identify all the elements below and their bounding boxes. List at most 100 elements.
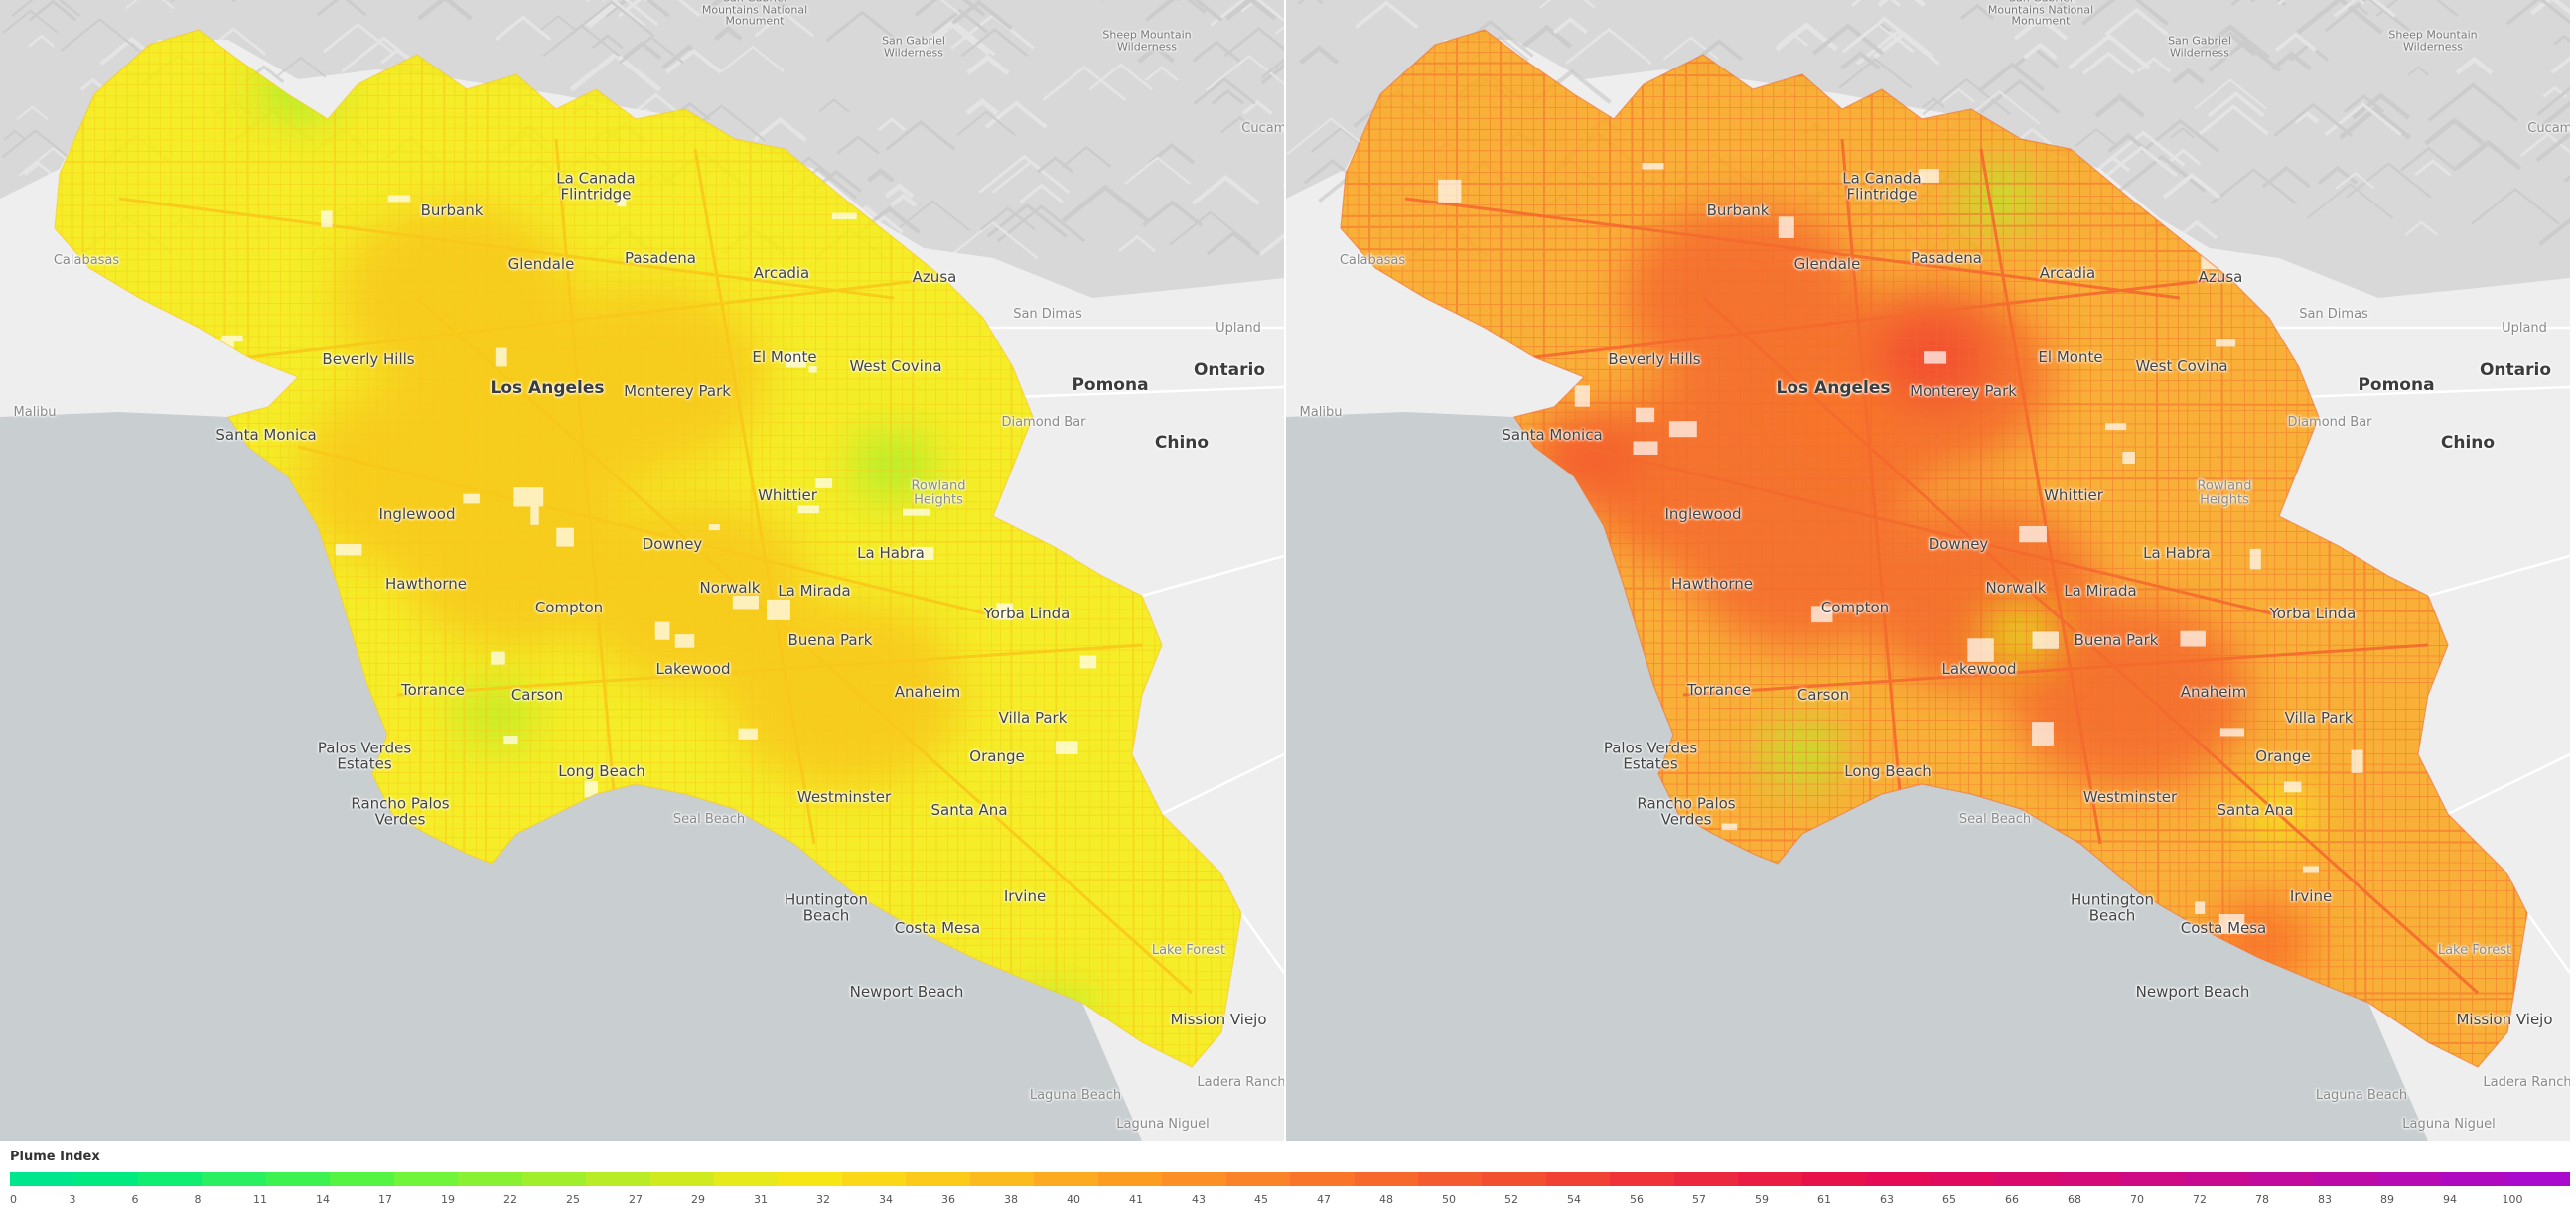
legend-tick-label: 94 <box>2443 1193 2457 1206</box>
place-label: El Monte <box>2038 348 2103 367</box>
place-label: La Mirada <box>2064 582 2137 601</box>
legend-tick-label: 22 <box>503 1193 517 1206</box>
place-label: San Gabriel Wilderness <box>2168 34 2231 59</box>
place-label: Buena Park <box>2074 631 2159 650</box>
legend-tick-label: 41 <box>1129 1193 1143 1206</box>
place-label: Norwalk <box>1985 579 2047 598</box>
place-label: Huntington Beach <box>2071 890 2154 924</box>
region-outline <box>1340 29 2528 1068</box>
legend-swatch <box>393 1172 459 1186</box>
legend-tick-label: 59 <box>1755 1193 1769 1206</box>
legend-tick-label: 14 <box>316 1193 330 1206</box>
legend-tick-label: 65 <box>1942 1193 1956 1206</box>
place-label: San Dimas <box>2299 307 2368 323</box>
coolspot-carson-area <box>457 683 536 746</box>
region-outline <box>54 29 1242 1068</box>
legend-tick-label: 50 <box>1442 1193 1456 1206</box>
place-label: Laguna Beach <box>1029 1088 1122 1104</box>
legend-tick-label: 57 <box>1692 1193 1706 1206</box>
place-label: Calabasas <box>53 253 120 269</box>
place-label: Carson <box>510 686 564 705</box>
legend-tick-label: 31 <box>754 1193 768 1206</box>
legend-swatch <box>778 1172 842 1186</box>
legend-swatch <box>586 1172 650 1186</box>
place-label: Villa Park <box>2284 709 2354 728</box>
place-label: Carson <box>1796 686 1850 705</box>
place-label: Ontario <box>1193 360 1266 381</box>
legend-tick-label: 48 <box>1379 1193 1393 1206</box>
legend-swatch <box>1354 1172 1418 1186</box>
legend-swatch <box>841 1172 907 1186</box>
legend-swatch <box>2121 1172 2187 1186</box>
place-label: Long Beach <box>558 762 645 781</box>
legend-swatch <box>1417 1172 1483 1186</box>
place-label: Los Angeles <box>1776 378 1891 399</box>
legend-title: Plume Index <box>10 1150 100 1164</box>
place-label: Santa Ana <box>2217 801 2294 820</box>
place-label: Chino <box>2440 433 2496 454</box>
legend-color-bar <box>10 1172 2571 1186</box>
place-label: Upland <box>2502 321 2547 337</box>
legend-tick-label: 56 <box>1630 1193 1644 1206</box>
place-label: Lake Forest <box>1151 943 1226 959</box>
place-label: Arcadia <box>753 264 810 283</box>
legend-swatch <box>649 1172 714 1186</box>
legend-swatch <box>202 1172 266 1186</box>
legend-tick-label: 43 <box>1192 1193 1206 1206</box>
place-label: Glendale <box>1793 255 1861 274</box>
place-label: Malibu <box>13 405 57 421</box>
legend-tick-label: 38 <box>1004 1193 1018 1206</box>
place-label: Chino <box>1154 433 1210 454</box>
place-label: Santa Monica <box>1502 426 1603 445</box>
place-label: Pasadena <box>1910 249 1983 268</box>
place-label: Downey <box>642 535 703 554</box>
legend-tick-label: 0 <box>10 1193 17 1206</box>
place-label: Monterey Park <box>624 382 731 401</box>
plume-index-legend: Plume Index 0 3 6 8 11 14 17 19 22 25 27 29 31 32 34 36… <box>0 1141 2576 1220</box>
place-label: Torrance <box>400 681 466 700</box>
legend-swatch <box>73 1172 138 1186</box>
place-label: La Habra <box>2143 544 2211 563</box>
legend-swatch <box>1225 1172 1291 1186</box>
legend-swatch <box>2249 1172 2315 1186</box>
legend-swatch <box>1482 1172 1546 1186</box>
legend-tick-label: 3 <box>69 1193 76 1206</box>
legend-tick-label: 36 <box>941 1193 955 1206</box>
place-label: Rowland Heights <box>911 478 966 507</box>
place-label: Mission Viejo <box>2456 1011 2553 1029</box>
legend-swatch <box>2377 1172 2443 1186</box>
legend-tick-label: 45 <box>1254 1193 1268 1206</box>
legend-tick-label: 40 <box>1067 1193 1080 1206</box>
place-label: Hawthorne <box>385 575 467 594</box>
place-label: Santa Ana <box>930 801 1008 820</box>
freeways <box>1404 138 2480 995</box>
legend-swatch <box>906 1172 970 1186</box>
legend-tick-label: 8 <box>194 1193 202 1206</box>
place-label: Inglewood <box>1664 505 1742 524</box>
legend-swatch <box>1673 1172 1739 1186</box>
place-label: Newport Beach <box>2135 983 2250 1002</box>
place-label: Santa Monica <box>215 426 317 445</box>
place-label: Pomona <box>1072 375 1149 396</box>
legend-swatch <box>2314 1172 2378 1186</box>
place-label: Compton <box>534 599 604 617</box>
background-roads <box>983 326 1284 974</box>
place-label: Lakewood <box>655 660 731 679</box>
ocean <box>0 412 1142 1141</box>
legend-swatch <box>521 1172 587 1186</box>
place-label: Pasadena <box>624 249 697 268</box>
legend-swatch <box>330 1172 394 1186</box>
place-label: Sheep Mountain Wilderness <box>2388 28 2478 53</box>
place-label: Cucamonga <box>2527 121 2570 137</box>
legend-tick-label: 29 <box>691 1193 705 1206</box>
legend-tick-label: 78 <box>2255 1193 2269 1206</box>
place-label: Inglewood <box>378 505 456 524</box>
legend-tick-label: 27 <box>629 1193 643 1206</box>
legend-tick-label: 83 <box>2318 1193 2332 1206</box>
place-label: Azusa <box>2198 268 2243 287</box>
place-label: Laguna Niguel <box>1116 1117 1210 1133</box>
place-label: Malibu <box>1299 405 1343 421</box>
